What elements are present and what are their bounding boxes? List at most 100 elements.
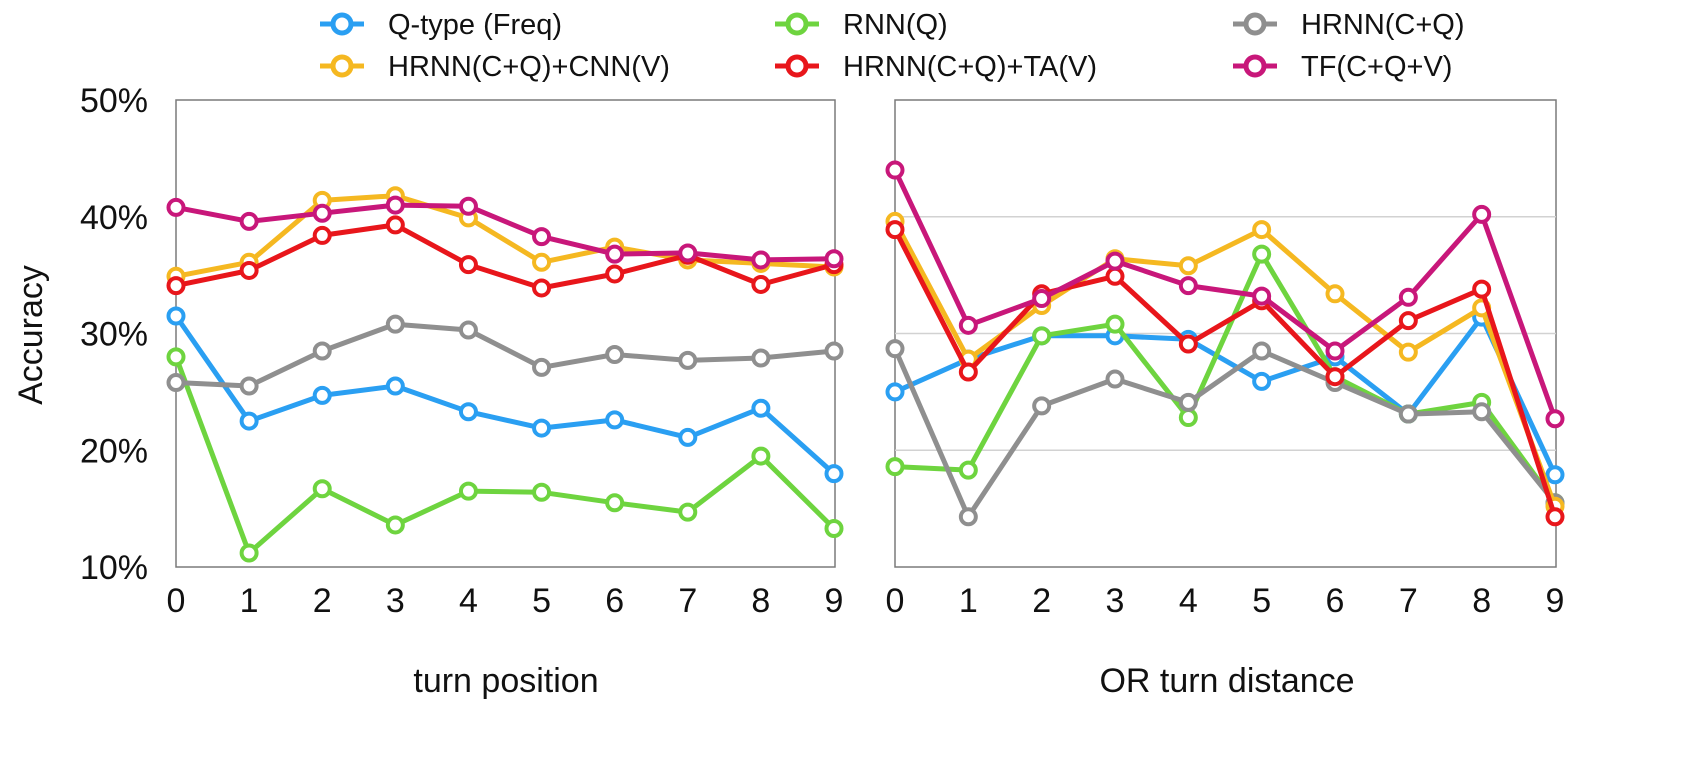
data-point — [885, 220, 905, 240]
legend-item-hrnn-c-q-cnn-v: HRNN(C+Q)+CNN(V) — [320, 51, 670, 83]
data-point — [1032, 326, 1052, 346]
series-line — [175, 321, 835, 389]
series-line — [892, 347, 1557, 520]
data-point — [958, 315, 978, 335]
data-point — [1398, 287, 1418, 307]
data-point — [458, 196, 478, 216]
x-tick-label: 2 — [313, 582, 332, 620]
data-point — [312, 203, 332, 223]
y-tick-label: 20% — [80, 432, 148, 470]
y-tick-label: 50% — [80, 82, 148, 120]
series-line — [175, 193, 835, 279]
data-point — [312, 479, 332, 499]
series-q-type-freq — [166, 306, 844, 484]
data-point — [166, 347, 186, 367]
data-point — [312, 341, 332, 361]
data-point — [312, 225, 332, 245]
data-point — [458, 320, 478, 340]
series-line — [894, 251, 1558, 505]
data-point — [239, 260, 259, 280]
series-tf-c-q-v — [166, 195, 844, 270]
legend-item-tf-c-q-v: TF(C+Q+V) — [1233, 51, 1452, 83]
data-point — [678, 427, 698, 447]
data-point — [824, 464, 844, 484]
data-point — [885, 382, 905, 402]
data-point — [678, 243, 698, 263]
legend-marker — [785, 12, 809, 36]
x-axis-label: OR turn distance — [1099, 662, 1354, 700]
data-point — [166, 373, 186, 393]
data-point — [1325, 341, 1345, 361]
series-line — [173, 314, 836, 476]
x-tick-label: 6 — [605, 582, 624, 620]
data-point — [1472, 279, 1492, 299]
legend-item-rnn-q: RNN(Q) — [775, 9, 948, 41]
data-point — [532, 482, 552, 502]
legend-marker — [330, 54, 354, 78]
legend-item-hrnn-c-q: HRNN(C+Q) — [1233, 9, 1465, 41]
data-point — [1178, 392, 1198, 412]
data-point — [751, 446, 771, 466]
data-point — [958, 460, 978, 480]
x-tick-label: 2 — [1032, 582, 1051, 620]
series-line — [175, 222, 835, 291]
data-point — [1325, 367, 1345, 387]
data-point — [532, 227, 552, 247]
legend-marker — [1243, 54, 1267, 78]
data-point — [1178, 334, 1198, 354]
data-point — [166, 197, 186, 217]
x-tick-label: 4 — [459, 582, 478, 620]
x-tick-label: 7 — [1399, 582, 1418, 620]
data-point — [678, 502, 698, 522]
x-tick-label: 7 — [678, 582, 697, 620]
data-point — [385, 215, 405, 235]
x-tick-label: 4 — [1179, 582, 1198, 620]
series-line — [175, 202, 835, 263]
data-point — [1472, 402, 1492, 422]
data-point — [532, 252, 552, 272]
data-point — [458, 255, 478, 275]
x-tick-label: 5 — [1252, 582, 1271, 620]
data-point — [751, 250, 771, 270]
series-hrnn-c-q-ta-v — [166, 215, 844, 298]
data-point — [1178, 256, 1198, 276]
data-point — [458, 481, 478, 501]
data-point — [458, 402, 478, 422]
data-point — [239, 376, 259, 396]
data-point — [885, 160, 905, 180]
x-tick-label: 8 — [1472, 582, 1491, 620]
series-line — [892, 228, 1558, 518]
legend-label: RNN(Q) — [843, 9, 948, 41]
x-tick-label: 1 — [240, 582, 259, 620]
data-point — [239, 543, 259, 563]
legend-marker — [1243, 12, 1267, 36]
data-point — [605, 410, 625, 430]
y-axis-label: Accuracy — [12, 265, 50, 405]
data-point — [1178, 276, 1198, 296]
series-tf-c-q-v — [885, 160, 1565, 429]
plot-frame — [175, 99, 836, 568]
series-line — [893, 314, 1558, 476]
data-point — [824, 249, 844, 269]
data-point — [239, 411, 259, 431]
legend-label: HRNN(C+Q)+TA(V) — [843, 51, 1097, 83]
data-point — [751, 398, 771, 418]
x-tick-label: 6 — [1326, 582, 1345, 620]
data-point — [824, 341, 844, 361]
data-point — [239, 211, 259, 231]
data-point — [824, 518, 844, 538]
data-point — [751, 274, 771, 294]
data-point — [1398, 342, 1418, 362]
legend: Q-type (Freq) RNN(Q) HRNN(C+Q) HRNN(C+Q)+CN… — [320, 9, 1465, 83]
data-point — [958, 507, 978, 527]
x-axis-label: turn position — [413, 662, 598, 700]
data-point — [958, 362, 978, 382]
series-hrnn-c-q — [166, 314, 844, 396]
data-point — [605, 264, 625, 284]
data-point — [1252, 341, 1272, 361]
x-tick-label: 9 — [1546, 582, 1565, 620]
data-point — [532, 418, 552, 438]
chart-right: 0 1 2 3 4 5 6 7 8 9 OR turn distance — [885, 99, 1565, 700]
legend-item-q-type-freq: Q-type (Freq) — [320, 9, 562, 41]
data-point — [885, 339, 905, 359]
